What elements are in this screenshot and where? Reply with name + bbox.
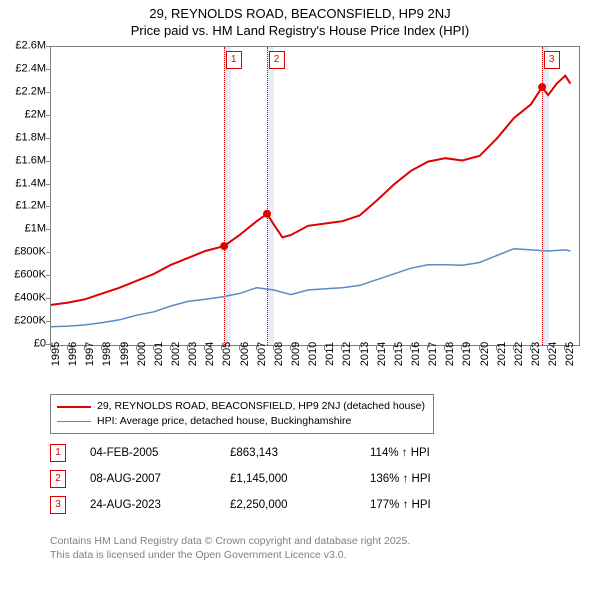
x-tick-label: 1997	[84, 342, 96, 366]
y-tick-label: £1.6M	[15, 155, 46, 166]
event-badge: 3	[544, 51, 560, 69]
legend-row: 29, REYNOLDS ROAD, BEACONSFIELD, HP9 2NJ…	[57, 399, 425, 414]
x-tick-label: 1996	[67, 342, 79, 366]
chart-area: 123 £0£200K£400K£600K£800K£1M£1.2M£1.4M£…	[50, 46, 580, 386]
sale-hpi: 177% ↑ HPI	[370, 499, 431, 511]
event-badge: 2	[269, 51, 285, 69]
y-tick-label: £400K	[14, 293, 46, 304]
x-tick-label: 2010	[307, 342, 319, 366]
x-tick-label: 2016	[410, 342, 422, 366]
y-tick-label: £0	[34, 339, 46, 350]
plot-area: 1 2 3	[50, 46, 580, 346]
sale-price: £1,145,000	[230, 473, 370, 485]
y-tick-label: £1.8M	[15, 132, 46, 143]
legend-swatch	[57, 406, 91, 408]
legend-swatch	[57, 421, 91, 423]
x-tick-label: 2014	[376, 342, 388, 366]
sale-date: 24-AUG-2023	[90, 499, 230, 511]
footer-line2: This data is licensed under the Open Gov…	[50, 548, 410, 562]
marker	[220, 242, 228, 250]
legend-label: HPI: Average price, detached house, Buck…	[97, 414, 351, 429]
footer-line1: Contains HM Land Registry data © Crown c…	[50, 534, 410, 548]
x-tick-label: 1999	[119, 342, 131, 366]
footer: Contains HM Land Registry data © Crown c…	[50, 534, 410, 562]
x-tick-label: 2000	[136, 342, 148, 366]
marker	[538, 83, 546, 91]
x-tick-label: 2001	[153, 342, 165, 366]
x-tick-label: 2005	[221, 342, 233, 366]
sale-hpi: 114% ↑ HPI	[370, 447, 430, 459]
x-tick-label: 2021	[496, 342, 508, 366]
x-tick-label: 1998	[101, 342, 113, 366]
x-tick-label: 2023	[530, 342, 542, 366]
sale-price: £2,250,000	[230, 499, 370, 511]
title-subtitle: Price paid vs. HM Land Registry's House …	[0, 23, 600, 38]
line-series	[51, 47, 579, 345]
sale-hpi: 136% ↑ HPI	[370, 473, 431, 485]
x-tick-label: 2019	[461, 342, 473, 366]
sale-date: 04-FEB-2005	[90, 447, 230, 459]
sale-badge: 2	[50, 470, 66, 488]
sale-date: 08-AUG-2007	[90, 473, 230, 485]
y-tick-label: £600K	[14, 270, 46, 281]
title-block: 29, REYNOLDS ROAD, BEACONSFIELD, HP9 2NJ…	[0, 0, 600, 38]
x-tick-label: 2004	[204, 342, 216, 366]
x-tick-label: 2018	[444, 342, 456, 366]
x-tick-label: 2006	[239, 342, 251, 366]
x-tick-label: 2025	[564, 342, 576, 366]
chart-container: 29, REYNOLDS ROAD, BEACONSFIELD, HP9 2NJ…	[0, 0, 600, 590]
x-tick-label: 2002	[170, 342, 182, 366]
legend-label: 29, REYNOLDS ROAD, BEACONSFIELD, HP9 2NJ…	[97, 399, 425, 414]
y-tick-label: £2.2M	[15, 86, 46, 97]
y-tick-label: £2.4M	[15, 63, 46, 74]
sale-row: 2 08-AUG-2007£1,145,000136% ↑ HPI	[50, 466, 431, 492]
x-tick-label: 2003	[187, 342, 199, 366]
legend: 29, REYNOLDS ROAD, BEACONSFIELD, HP9 2NJ…	[50, 394, 434, 434]
x-tick-label: 2022	[513, 342, 525, 366]
x-tick-label: 2011	[324, 342, 336, 366]
event-badge: 1	[226, 51, 242, 69]
y-tick-label: £1.2M	[15, 201, 46, 212]
series-price_paid	[51, 76, 570, 305]
y-tick-label: £2.6M	[15, 41, 46, 52]
y-tick-label: £800K	[14, 247, 46, 258]
sale-row: 3 24-AUG-2023£2,250,000177% ↑ HPI	[50, 492, 431, 518]
x-tick-label: 2008	[273, 342, 285, 366]
title-address: 29, REYNOLDS ROAD, BEACONSFIELD, HP9 2NJ	[0, 6, 600, 21]
marker	[263, 210, 271, 218]
x-tick-label: 2015	[393, 342, 405, 366]
y-tick-label: £2M	[25, 109, 46, 120]
x-tick-label: 2020	[479, 342, 491, 366]
x-tick-label: 2013	[359, 342, 371, 366]
y-tick-label: £1.4M	[15, 178, 46, 189]
legend-row: HPI: Average price, detached house, Buck…	[57, 414, 425, 429]
sale-price: £863,143	[230, 447, 370, 459]
y-tick-label: £1M	[25, 224, 46, 235]
x-tick-label: 2007	[256, 342, 268, 366]
x-tick-label: 2017	[427, 342, 439, 366]
y-tick-label: £200K	[14, 316, 46, 327]
x-tick-label: 2024	[547, 342, 559, 366]
x-tick-label: 2009	[290, 342, 302, 366]
x-tick-label: 1995	[50, 342, 62, 366]
series-hpi	[51, 249, 570, 327]
sales-table: 1 04-FEB-2005£863,143114% ↑ HPI 2 08-AUG-20…	[50, 440, 431, 518]
sale-badge: 3	[50, 496, 66, 514]
x-tick-label: 2012	[341, 342, 353, 366]
sale-badge: 1	[50, 444, 66, 462]
sale-row: 1 04-FEB-2005£863,143114% ↑ HPI	[50, 440, 431, 466]
